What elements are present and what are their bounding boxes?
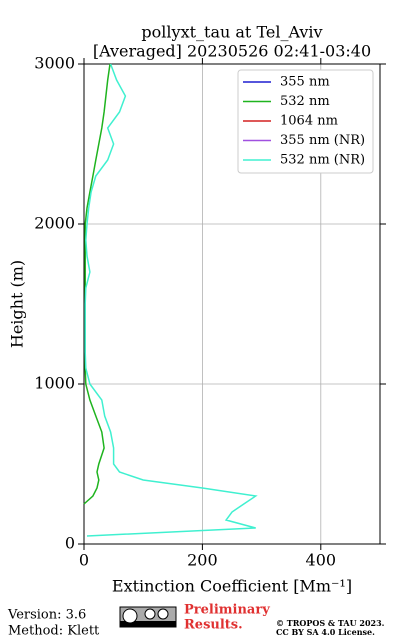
legend-label: 532 nm [280,94,330,109]
y-tick-label: 3000 [34,54,75,73]
copyright: CC BY SA 4.0 License. [276,627,375,637]
legend-label: 355 nm [280,75,330,90]
preliminary: Preliminary [184,603,270,618]
x-tick-label: 0 [79,551,89,570]
preliminary: Results. [184,618,243,633]
y-tick-label: 1000 [34,374,75,393]
chart-title: [Averaged] 20230526 02:41-03:40 [93,42,371,61]
legend-label: 532 nm (NR) [280,153,365,168]
version: Version: 3.6 [7,608,86,623]
y-tick-label: 0 [65,534,75,553]
legend-box [237,69,374,174]
y-tick-label: 2000 [34,214,75,233]
chart-title: pollyxt_tau at Tel_Aviv [141,23,322,42]
legend-label: 1064 nm [280,114,338,129]
x-axis-label: Extinction Coefficient [Mm⁻¹] [112,577,352,596]
legend-label: 355 nm (NR) [280,133,365,148]
method: Method: Klett [8,624,100,639]
cc-badge [119,606,177,628]
x-tick-label: 200 [187,551,218,570]
line [83,63,111,505]
x-tick-label: 400 [306,551,337,570]
copyright: © TROPOS & TAU 2023. [276,618,385,628]
line [84,63,258,537]
plot-frame [83,63,381,545]
y-axis-label: Height (m) [8,260,27,348]
